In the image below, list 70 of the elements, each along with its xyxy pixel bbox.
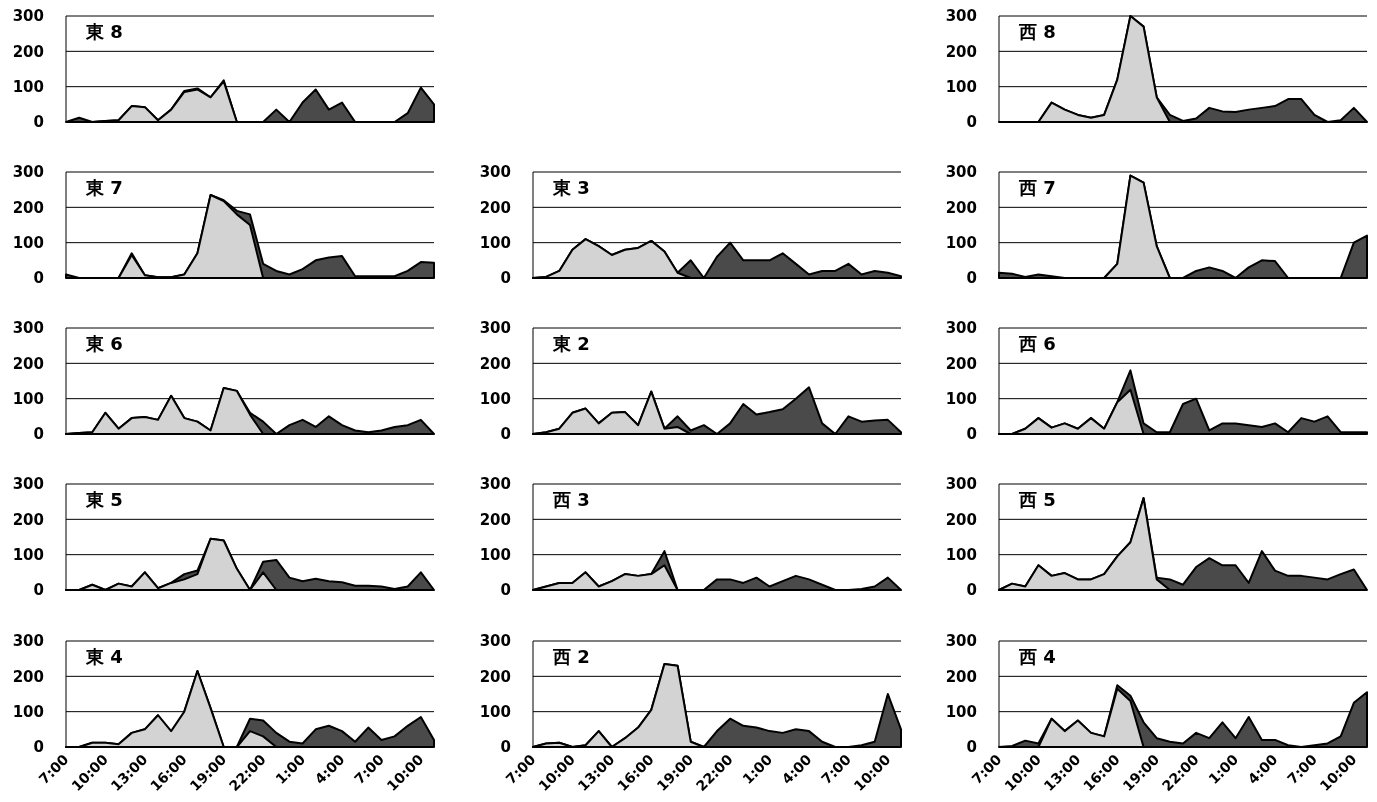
y-tick-label: 100	[479, 545, 511, 564]
y-tick-label: 200	[479, 510, 511, 529]
y-tick-label: 100	[945, 77, 977, 96]
y-tick-label: 200	[12, 198, 44, 217]
y-tick-label: 0	[500, 581, 511, 600]
y-tick-label: 0	[966, 113, 977, 132]
chart-title: 西 7	[1018, 177, 1056, 198]
y-tick-label: 300	[945, 632, 977, 651]
chart-title: 西 5	[1018, 489, 1056, 510]
y-tick-label: 100	[12, 233, 44, 252]
y-tick-label: 300	[945, 319, 977, 338]
y-tick-label: 300	[479, 475, 511, 494]
y-tick-label: 0	[33, 113, 44, 132]
chart-title: 東 3	[552, 177, 590, 198]
y-tick-label: 100	[12, 702, 44, 721]
y-tick-label: 300	[945, 163, 977, 182]
y-tick-label: 0	[33, 738, 44, 757]
chart-title: 東 4	[85, 646, 123, 667]
y-tick-label: 200	[12, 510, 44, 529]
y-tick-label: 300	[945, 475, 977, 494]
y-tick-label: 100	[945, 545, 977, 564]
y-tick-label: 100	[479, 389, 511, 408]
chart-title: 東 7	[85, 177, 123, 198]
y-tick-label: 100	[12, 545, 44, 564]
y-tick-label: 0	[500, 738, 511, 757]
y-tick-label: 300	[12, 7, 44, 26]
y-tick-label: 300	[479, 632, 511, 651]
y-tick-label: 100	[12, 77, 44, 96]
y-tick-label: 0	[966, 425, 977, 444]
y-tick-label: 300	[12, 475, 44, 494]
chart-title: 東 8	[85, 21, 123, 42]
y-tick-label: 200	[479, 198, 511, 217]
chart-title: 西 3	[552, 489, 590, 510]
chart-title: 西 2	[552, 646, 590, 667]
chart-title: 西 4	[1018, 646, 1056, 667]
chart-title: 西 6	[1018, 333, 1056, 354]
y-tick-label: 200	[12, 667, 44, 686]
y-tick-label: 300	[12, 632, 44, 651]
y-tick-label: 100	[12, 389, 44, 408]
y-tick-label: 200	[12, 354, 44, 373]
y-tick-label: 0	[33, 581, 44, 600]
y-tick-label: 100	[945, 233, 977, 252]
y-tick-label: 300	[479, 163, 511, 182]
y-tick-label: 0	[33, 425, 44, 444]
y-tick-label: 300	[12, 163, 44, 182]
y-tick-label: 300	[945, 7, 977, 26]
y-tick-label: 300	[12, 319, 44, 338]
y-tick-label: 100	[479, 233, 511, 252]
y-tick-label: 100	[945, 389, 977, 408]
chart-title: 東 2	[552, 333, 590, 354]
chart-title: 東 5	[85, 489, 123, 510]
y-tick-label: 200	[12, 42, 44, 61]
y-tick-label: 0	[966, 269, 977, 288]
y-tick-label: 0	[500, 425, 511, 444]
y-tick-label: 100	[945, 702, 977, 721]
y-tick-label: 0	[966, 738, 977, 757]
y-tick-label: 200	[479, 667, 511, 686]
chart-title: 西 8	[1018, 21, 1056, 42]
y-tick-label: 200	[945, 354, 977, 373]
y-tick-label: 200	[945, 198, 977, 217]
y-tick-label: 200	[945, 510, 977, 529]
y-tick-label: 0	[33, 269, 44, 288]
chart-title: 東 6	[85, 333, 123, 354]
y-tick-label: 200	[945, 42, 977, 61]
y-tick-label: 0	[966, 581, 977, 600]
y-tick-label: 200	[479, 354, 511, 373]
y-tick-label: 100	[479, 702, 511, 721]
y-tick-label: 300	[479, 319, 511, 338]
y-tick-label: 0	[500, 269, 511, 288]
y-tick-label: 200	[945, 667, 977, 686]
